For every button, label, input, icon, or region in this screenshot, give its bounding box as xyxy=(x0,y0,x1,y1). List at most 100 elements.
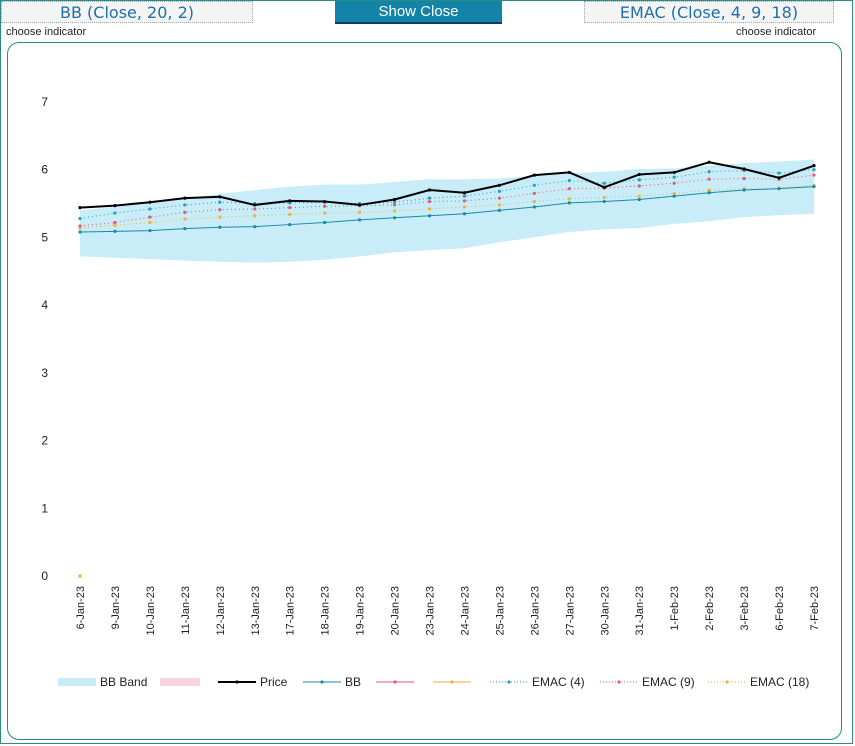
legend-item-bb-band: BB Band xyxy=(58,672,147,692)
legend-item-bb: BB xyxy=(303,672,361,692)
legend-item-gold-line xyxy=(433,672,471,692)
point-price-14 xyxy=(567,170,571,175)
point-bb-13 xyxy=(532,205,536,209)
series-line-emac9 xyxy=(79,174,815,227)
legend-label-bb-band: BB Band xyxy=(100,675,148,689)
point-emac9-14 xyxy=(567,187,571,191)
point-emac4-12 xyxy=(497,189,502,193)
point-emac18-16 xyxy=(637,194,641,198)
point-bb-15 xyxy=(602,199,606,204)
legend-label-bb: BB xyxy=(345,675,362,689)
point-emac18-11 xyxy=(462,205,467,209)
point-emac4-0 xyxy=(78,216,82,221)
point-price-18 xyxy=(707,160,711,164)
x-tick-label-6-Jan-23: 6-Jan-23 xyxy=(75,586,87,629)
point-bb-1 xyxy=(113,229,117,233)
point-price-2 xyxy=(148,200,152,204)
y-tick-label-6: 6 xyxy=(41,163,48,177)
legend-item-pink-line xyxy=(376,672,414,692)
point-emac9-13 xyxy=(532,191,536,196)
legend-label-emac18: EMAC (18) xyxy=(750,675,810,689)
point-price-20 xyxy=(777,176,781,180)
point-bb-2 xyxy=(148,229,152,233)
series-line-price xyxy=(79,161,815,209)
point-emac9-1 xyxy=(113,220,117,225)
point-emac18-1 xyxy=(113,223,117,227)
point-price-21 xyxy=(812,164,816,168)
point-emac18-14 xyxy=(567,197,571,201)
point-emac9-4 xyxy=(218,208,222,212)
point-price-8 xyxy=(358,203,362,207)
point-emac18-2 xyxy=(148,220,152,225)
show-close-button[interactable]: Show Close xyxy=(335,1,502,24)
point-price-15 xyxy=(602,185,606,189)
point-emac9-10 xyxy=(427,199,432,204)
point-emac4-11 xyxy=(462,194,467,198)
point-emac18-3 xyxy=(183,217,187,221)
point-price-9 xyxy=(392,197,397,202)
point-emac9-0 xyxy=(78,224,82,228)
point-emac18-18 xyxy=(707,188,711,192)
point-emac18-13 xyxy=(532,199,536,204)
point-bb-11 xyxy=(462,212,467,216)
point-price-19 xyxy=(742,167,746,171)
x-tick-label-7-Feb-23: 7-Feb-23 xyxy=(809,586,821,631)
point-emac18-4 xyxy=(218,215,222,219)
point-emac18-7 xyxy=(323,211,327,215)
bb-indicator-selector[interactable]: BB (Close, 20, 2) xyxy=(1,1,253,23)
legend-item-emac18: EMAC (18) xyxy=(708,672,809,692)
point-price-13 xyxy=(532,173,536,177)
point-emac9-11 xyxy=(462,199,467,203)
bb-band-area xyxy=(80,159,814,263)
x-tick-label-23-Jan-23: 23-Jan-23 xyxy=(425,586,437,636)
series-line-bb xyxy=(79,186,815,233)
x-tick-label-6-Feb-23: 6-Feb-23 xyxy=(774,586,786,631)
point-bb-3 xyxy=(183,227,187,231)
point-emac18-10 xyxy=(427,207,432,211)
x-tick-label-9-Jan-23: 9-Jan-23 xyxy=(110,586,122,629)
point-bb-21 xyxy=(812,185,816,189)
point-price-11 xyxy=(462,191,467,195)
stray-point-zero xyxy=(78,574,82,578)
series-line-emac18 xyxy=(79,184,815,229)
point-emac4-4 xyxy=(218,200,222,204)
point-emac4-10 xyxy=(427,196,432,200)
x-tick-label-1-Feb-23: 1-Feb-23 xyxy=(669,586,681,631)
point-emac4-17 xyxy=(672,175,676,179)
y-tick-label-3: 3 xyxy=(41,366,48,380)
point-bb-4 xyxy=(218,225,222,229)
point-bb-17 xyxy=(672,194,676,198)
point-bb-18 xyxy=(707,191,711,195)
point-emac4-1 xyxy=(113,211,117,215)
point-emac9-19 xyxy=(742,176,746,181)
legend-item-price: Price xyxy=(218,672,287,692)
x-tick-label-25-Jan-23: 25-Jan-23 xyxy=(494,586,506,636)
x-tick-label-2-Feb-23: 2-Feb-23 xyxy=(704,586,716,631)
point-emac4-2 xyxy=(148,207,152,211)
y-tick-label-2: 2 xyxy=(41,434,48,448)
point-emac18-12 xyxy=(497,203,502,207)
point-emac9-5 xyxy=(253,207,257,211)
point-emac9-7 xyxy=(323,204,327,208)
x-tick-label-13-Jan-23: 13-Jan-23 xyxy=(250,586,262,636)
point-bb-12 xyxy=(497,208,502,212)
point-emac9-21 xyxy=(812,173,816,177)
point-emac4-9 xyxy=(392,200,397,204)
legend-label-emac4: EMAC (4) xyxy=(532,675,585,689)
point-emac9-3 xyxy=(183,210,187,214)
point-price-4 xyxy=(218,195,222,199)
emac-indicator-selector[interactable]: EMAC (Close, 4, 9, 18) xyxy=(584,1,834,23)
x-tick-label-18-Jan-23: 18-Jan-23 xyxy=(320,586,332,636)
y-tick-label-4: 4 xyxy=(41,298,48,312)
point-emac4-21 xyxy=(812,168,816,172)
x-tick-label-19-Jan-23: 19-Jan-23 xyxy=(355,586,367,636)
x-tick-label-24-Jan-23: 24-Jan-23 xyxy=(459,586,471,636)
x-tick-label-17-Jan-23: 17-Jan-23 xyxy=(285,586,297,636)
chart-legend: BB Band Price BB EMAC (4) EMAC (9) EMAC … xyxy=(58,672,828,694)
x-tick-label-30-Jan-23: 30-Jan-23 xyxy=(599,586,611,636)
point-bb-20 xyxy=(777,187,781,191)
point-price-12 xyxy=(497,183,502,187)
legend-label-emac9: EMAC (9) xyxy=(642,675,695,689)
point-price-7 xyxy=(323,199,327,204)
point-bb-0 xyxy=(78,230,82,234)
